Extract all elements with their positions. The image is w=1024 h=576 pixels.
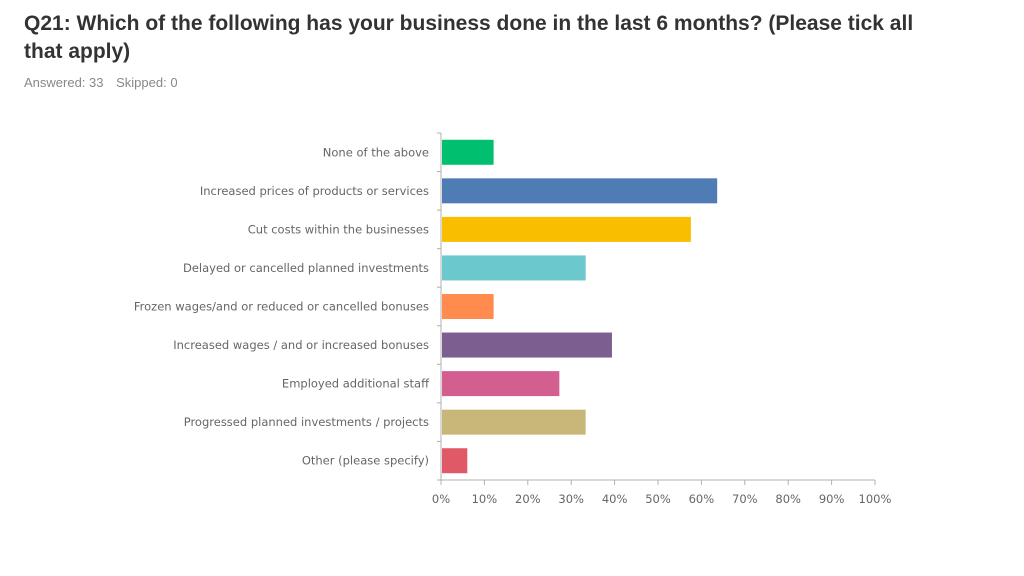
category-label: Frozen wages/and or reduced or cancelled… (134, 300, 429, 314)
bar (442, 409, 586, 435)
x-tick-label: 0% (432, 492, 450, 506)
bar (442, 178, 718, 204)
x-tick-label: 50% (645, 492, 671, 506)
x-tick-label: 40% (602, 492, 628, 506)
page-title: Q21: Which of the following has your bus… (24, 12, 914, 63)
category-label: Increased prices of products or services (200, 184, 429, 198)
bar (442, 371, 560, 397)
category-label: Cut costs within the businesses (248, 222, 429, 236)
x-tick-label: 100% (859, 492, 892, 506)
category-label: Increased wages / and or increased bonus… (173, 338, 429, 352)
category-label: Employed additional staff (282, 377, 430, 391)
bar (442, 139, 494, 165)
x-tick-label: 90% (819, 492, 845, 506)
x-tick-label: 60% (689, 492, 715, 506)
bar (442, 216, 691, 242)
x-tick-label: 10% (472, 492, 498, 506)
category-label: None of the above (323, 145, 429, 159)
x-tick-label: 20% (515, 492, 541, 506)
bar (442, 332, 612, 358)
response-stats: Answered: 33 Skipped: 0 (24, 75, 187, 90)
x-tick-label: 80% (775, 492, 801, 506)
x-tick-label: 70% (732, 492, 758, 506)
x-tick-label: 30% (558, 492, 584, 506)
skipped-count: Skipped: 0 (116, 75, 178, 90)
bar (442, 294, 494, 319)
bar (442, 448, 468, 474)
category-label: Delayed or cancelled planned investments (183, 261, 429, 275)
bar (442, 255, 586, 281)
category-label: Other (please specify) (302, 454, 429, 468)
category-label: Progressed planned investments / project… (184, 415, 429, 429)
answered-count: Answered: 33 (24, 75, 104, 90)
